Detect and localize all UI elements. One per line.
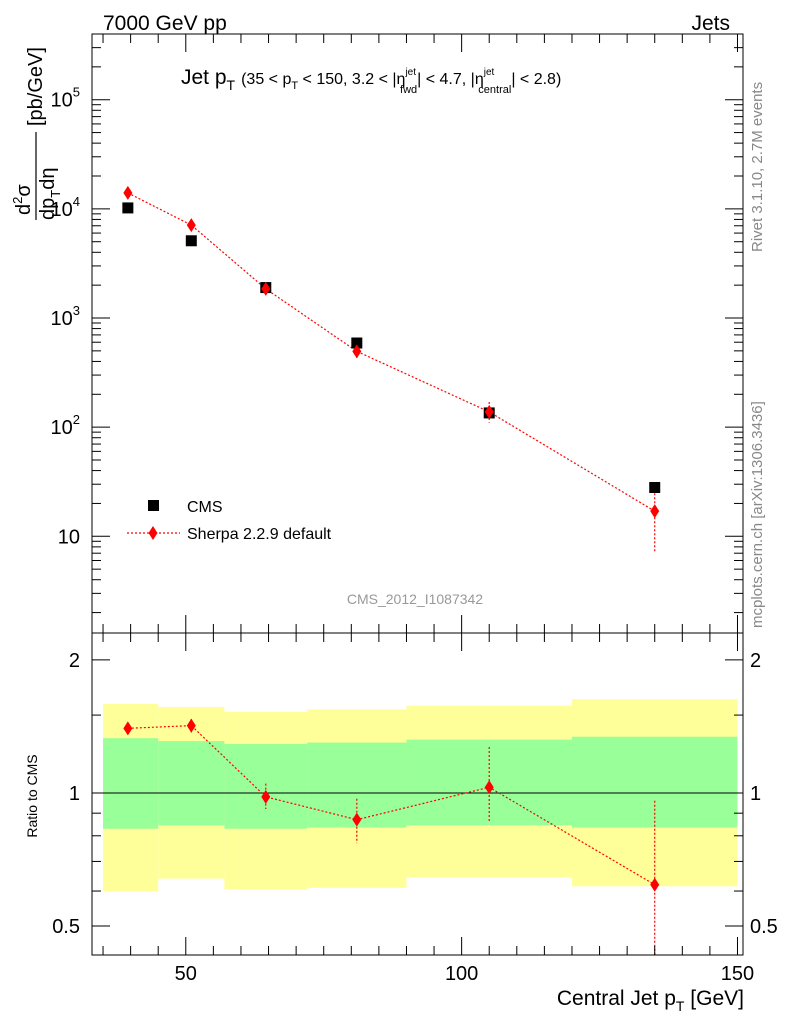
header-observable-label: Jets — [691, 12, 730, 35]
mcplots-label: mcplots.cern.ch [arXiv:1306.3436] — [749, 401, 766, 628]
sherpa-data-point — [352, 344, 362, 359]
ratio-y-axis-label: Ratio to CMS — [24, 754, 40, 837]
main-y-tick-label: 104 — [51, 194, 80, 221]
main-y-tick-label: 10 — [58, 526, 80, 548]
sherpa-line — [127, 192, 656, 512]
ratio-frame — [91, 632, 744, 956]
svg-text:[pb/GeV]: [pb/GeV] — [25, 47, 47, 126]
ratio-data-point — [352, 812, 362, 827]
main-y-tick-label: 105 — [51, 85, 80, 112]
ratio-y-tick-label-left: 2 — [69, 650, 80, 672]
legend-sherpa-marker — [148, 526, 158, 540]
x-tick-label: 50 — [175, 963, 197, 985]
rivet-version-label: Rivet 3.1.10, 2.7M events — [749, 82, 766, 252]
ratio-panel: 0.5 0.5 1 1 2 2 Ratio to CMS — [24, 632, 778, 956]
ratio-y-tick-label-right: 1 — [750, 783, 761, 805]
svg-text:dpTdη: dpTdη — [37, 168, 63, 220]
main-panel: 10 102 103 104 105 Jet pT (35 < pT < 150, 3.2… — [10, 33, 744, 634]
x-tick-label: 100 — [445, 963, 478, 985]
cms-data-point — [122, 202, 134, 214]
ratio-data-point — [186, 718, 196, 733]
sherpa-data-point — [261, 281, 271, 296]
ratio-data-point — [484, 780, 494, 795]
main-plot-area — [122, 185, 661, 554]
chart-title: Jet pT (35 < pT < 150, 3.2 < |ηjet fwd| < … — [181, 66, 561, 96]
legend-sherpa-label: Sherpa 2.2.9 default — [187, 526, 332, 543]
ratio-band-inner — [571, 736, 738, 828]
ratio-band-inner — [103, 738, 159, 829]
svg-text:d2σ: d2σ — [10, 184, 35, 215]
main-frame — [91, 33, 744, 634]
ratio-y-tick-label-right: 2 — [750, 650, 761, 672]
main-y-axis-label: d2σ dpTdη [pb/GeV] — [10, 47, 63, 220]
sherpa-data-point — [484, 404, 494, 419]
sherpa-data-point — [186, 218, 196, 233]
x-axis-label: Central Jet pT [GeV] — [557, 987, 744, 1014]
main-y-tick-label: 102 — [51, 412, 80, 439]
cms-data-point — [185, 235, 197, 247]
cms-data-point — [351, 337, 363, 349]
legend-cms-label: CMS — [187, 499, 223, 516]
sherpa-data-point — [123, 185, 133, 200]
header-collision-label: 7000 GeV pp — [103, 12, 227, 35]
x-tick-labels: 50 100 150 — [175, 963, 755, 985]
ratio-uncertainty-bands — [103, 699, 738, 892]
ratio-band-inner — [158, 741, 225, 826]
ratio-y-tick-label-left: 0.5 — [52, 916, 80, 938]
ratio-markers — [123, 718, 660, 892]
main-markers — [122, 185, 661, 519]
ratio-sherpa-line — [127, 724, 656, 886]
main-y-tick-label: 103 — [51, 303, 80, 330]
ratio-ticks — [92, 633, 743, 955]
main-ticks — [92, 33, 743, 633]
ratio-y-tick-labels: 0.5 0.5 1 1 2 2 — [52, 650, 778, 938]
ratio-data-point — [261, 789, 271, 804]
ratio-data-point — [650, 877, 660, 892]
ratio-y-tick-label-right: 0.5 — [750, 916, 778, 938]
cms-data-point — [649, 481, 661, 493]
x-tick-label: 150 — [721, 963, 754, 985]
main-y-tick-labels: 10 102 103 104 105 — [51, 85, 80, 549]
legend: CMS Sherpa 2.2.9 default — [127, 499, 332, 543]
sherpa-data-point — [650, 504, 660, 519]
ratio-y-tick-label-left: 1 — [69, 783, 80, 805]
ratio-data-point — [123, 721, 133, 736]
legend-cms-marker — [148, 500, 159, 511]
analysis-watermark: CMS_2012_I1087342 — [347, 591, 483, 607]
ratio-band-inner — [224, 744, 308, 829]
